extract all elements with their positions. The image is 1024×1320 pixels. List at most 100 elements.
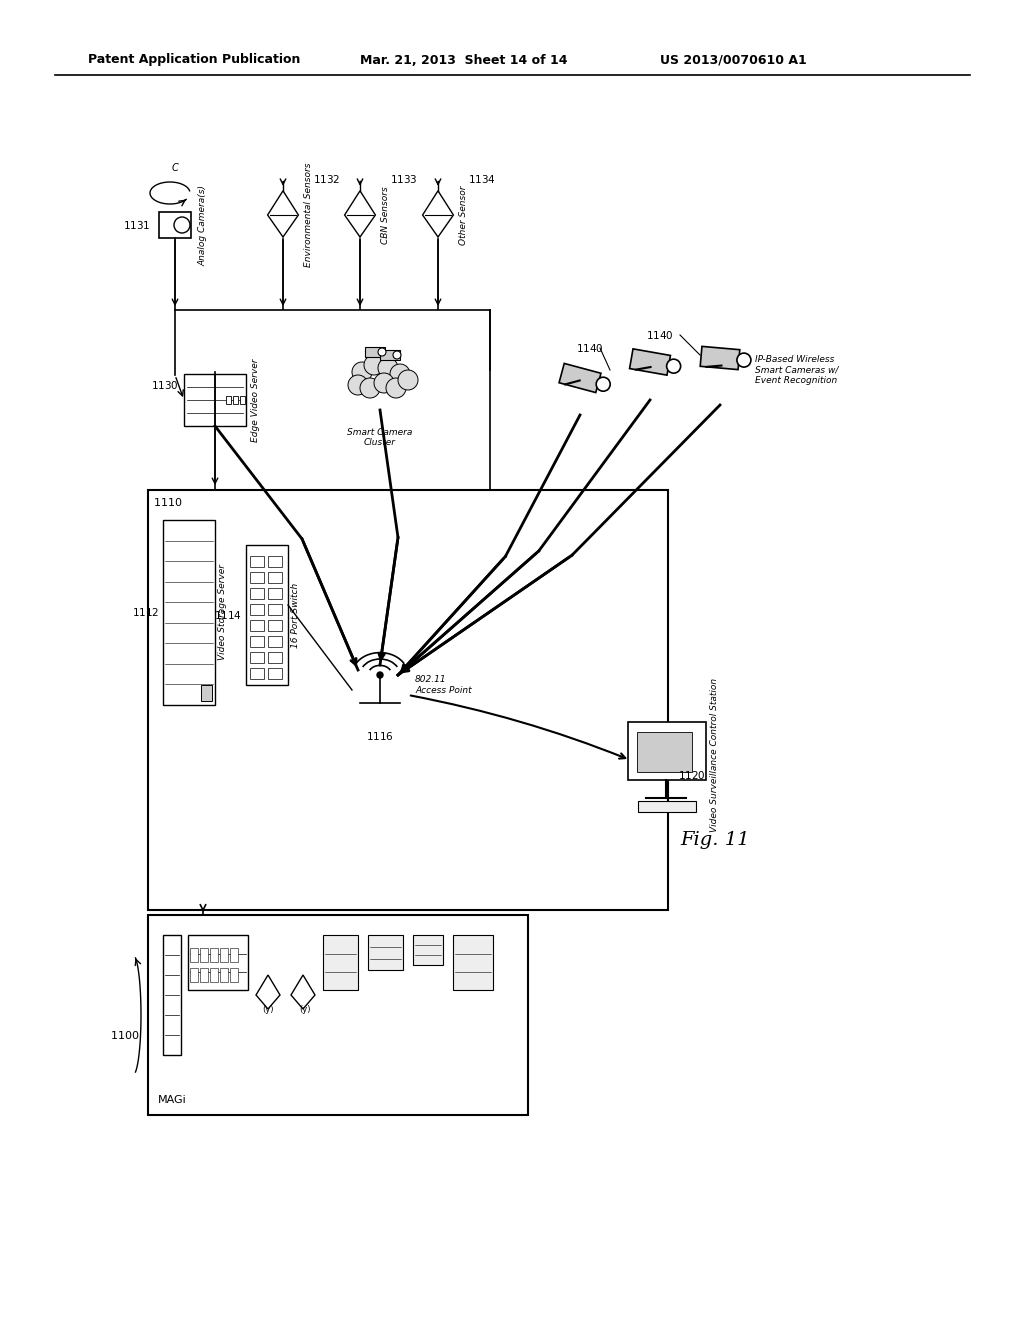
Bar bbox=[240, 396, 245, 404]
Text: 802.11
Access Point: 802.11 Access Point bbox=[415, 676, 472, 694]
Text: $\mathit{1131}$: $\mathit{1131}$ bbox=[123, 219, 150, 231]
Bar bbox=[233, 396, 238, 404]
Circle shape bbox=[737, 352, 751, 367]
Circle shape bbox=[393, 351, 401, 359]
Text: Analog Camera(s): Analog Camera(s) bbox=[198, 185, 207, 265]
Text: Video Storage Server: Video Storage Server bbox=[218, 564, 227, 660]
Bar bbox=[250, 556, 264, 568]
Bar bbox=[413, 935, 443, 965]
Text: $\mathit{1120}$: $\mathit{1120}$ bbox=[678, 770, 706, 781]
Text: Video Surveillance Control Station: Video Surveillance Control Station bbox=[710, 678, 719, 832]
Text: $\mathit{1114}$: $\mathit{1114}$ bbox=[214, 609, 242, 620]
Bar bbox=[268, 572, 282, 583]
Circle shape bbox=[377, 672, 383, 678]
Bar bbox=[268, 556, 282, 568]
Text: Edge Video Server: Edge Video Server bbox=[251, 358, 260, 442]
Text: Environmental Sensors: Environmental Sensors bbox=[304, 162, 313, 267]
Bar bbox=[380, 350, 400, 360]
Bar bbox=[200, 968, 208, 982]
Bar bbox=[200, 948, 208, 962]
Bar bbox=[148, 915, 528, 1115]
Text: (y): (y) bbox=[299, 1006, 310, 1015]
Bar bbox=[250, 652, 264, 663]
Bar bbox=[246, 545, 288, 685]
Bar bbox=[230, 948, 238, 962]
Bar bbox=[190, 968, 198, 982]
Text: CBN Sensors: CBN Sensors bbox=[381, 186, 390, 244]
Bar bbox=[268, 620, 282, 631]
Bar bbox=[159, 213, 191, 238]
Polygon shape bbox=[700, 346, 739, 370]
Bar bbox=[163, 935, 181, 1055]
Bar bbox=[638, 801, 696, 812]
Text: Patent Application Publication: Patent Application Publication bbox=[88, 54, 300, 66]
Bar bbox=[250, 636, 264, 647]
Polygon shape bbox=[345, 191, 376, 238]
Bar bbox=[163, 520, 215, 705]
Text: US 2013/0070610 A1: US 2013/0070610 A1 bbox=[660, 54, 807, 66]
Bar bbox=[365, 347, 385, 356]
Polygon shape bbox=[559, 363, 601, 392]
Text: $\mathit{1100}$: $\mathit{1100}$ bbox=[111, 1030, 140, 1041]
Bar bbox=[148, 490, 668, 909]
Bar bbox=[268, 668, 282, 678]
Circle shape bbox=[174, 216, 190, 234]
Bar bbox=[226, 396, 231, 404]
Text: $\mathit{1134}$: $\mathit{1134}$ bbox=[468, 173, 496, 185]
Text: Mar. 21, 2013  Sheet 14 of 14: Mar. 21, 2013 Sheet 14 of 14 bbox=[360, 54, 567, 66]
Bar bbox=[220, 948, 228, 962]
Text: 16 Port Switch: 16 Port Switch bbox=[291, 582, 300, 648]
Bar bbox=[190, 948, 198, 962]
Bar bbox=[184, 374, 246, 426]
Text: $\mathit{1116}$: $\mathit{1116}$ bbox=[367, 730, 394, 742]
Bar bbox=[210, 968, 218, 982]
Circle shape bbox=[360, 378, 380, 399]
Circle shape bbox=[378, 348, 386, 356]
Bar bbox=[220, 968, 228, 982]
Bar bbox=[268, 587, 282, 599]
Bar bbox=[268, 652, 282, 663]
Bar bbox=[250, 572, 264, 583]
Bar bbox=[201, 685, 212, 701]
Bar bbox=[268, 605, 282, 615]
Text: MAGi: MAGi bbox=[158, 1096, 186, 1105]
Text: $\mathit{1140}$: $\mathit{1140}$ bbox=[577, 342, 604, 354]
Text: Smart Camera
Cluster: Smart Camera Cluster bbox=[347, 428, 413, 447]
Text: $\mathit{1130}$: $\mathit{1130}$ bbox=[152, 379, 179, 391]
Bar bbox=[250, 668, 264, 678]
Bar bbox=[210, 948, 218, 962]
Polygon shape bbox=[256, 975, 280, 1008]
Circle shape bbox=[364, 355, 384, 375]
Bar bbox=[368, 935, 403, 970]
Text: IP-Based Wireless
Smart Cameras w/
Event Recognition: IP-Based Wireless Smart Cameras w/ Event… bbox=[755, 355, 839, 385]
Circle shape bbox=[390, 364, 410, 384]
Circle shape bbox=[378, 358, 398, 378]
Polygon shape bbox=[267, 191, 298, 238]
Text: C: C bbox=[172, 162, 178, 173]
Bar bbox=[250, 620, 264, 631]
Text: $\mathit{1110}$: $\mathit{1110}$ bbox=[153, 496, 182, 508]
Text: $\mathit{1140}$: $\mathit{1140}$ bbox=[646, 329, 674, 341]
Bar bbox=[453, 935, 493, 990]
Bar bbox=[230, 968, 238, 982]
Polygon shape bbox=[630, 348, 671, 375]
Circle shape bbox=[352, 362, 372, 381]
Text: $\mathit{1112}$: $\mathit{1112}$ bbox=[132, 606, 159, 618]
Text: (y): (y) bbox=[262, 1006, 273, 1015]
Circle shape bbox=[348, 375, 368, 395]
Circle shape bbox=[596, 378, 610, 391]
Circle shape bbox=[398, 370, 418, 389]
Text: Fig. 11: Fig. 11 bbox=[680, 832, 750, 849]
Polygon shape bbox=[423, 191, 454, 238]
Circle shape bbox=[667, 359, 681, 374]
Text: Other Sensor: Other Sensor bbox=[460, 185, 468, 244]
Bar bbox=[268, 636, 282, 647]
Text: $\mathit{1133}$: $\mathit{1133}$ bbox=[390, 173, 418, 185]
Bar bbox=[637, 733, 692, 772]
Bar bbox=[250, 587, 264, 599]
Bar bbox=[188, 935, 248, 990]
Bar bbox=[250, 605, 264, 615]
Polygon shape bbox=[291, 975, 315, 1008]
Circle shape bbox=[374, 374, 394, 393]
Bar bbox=[628, 722, 706, 780]
